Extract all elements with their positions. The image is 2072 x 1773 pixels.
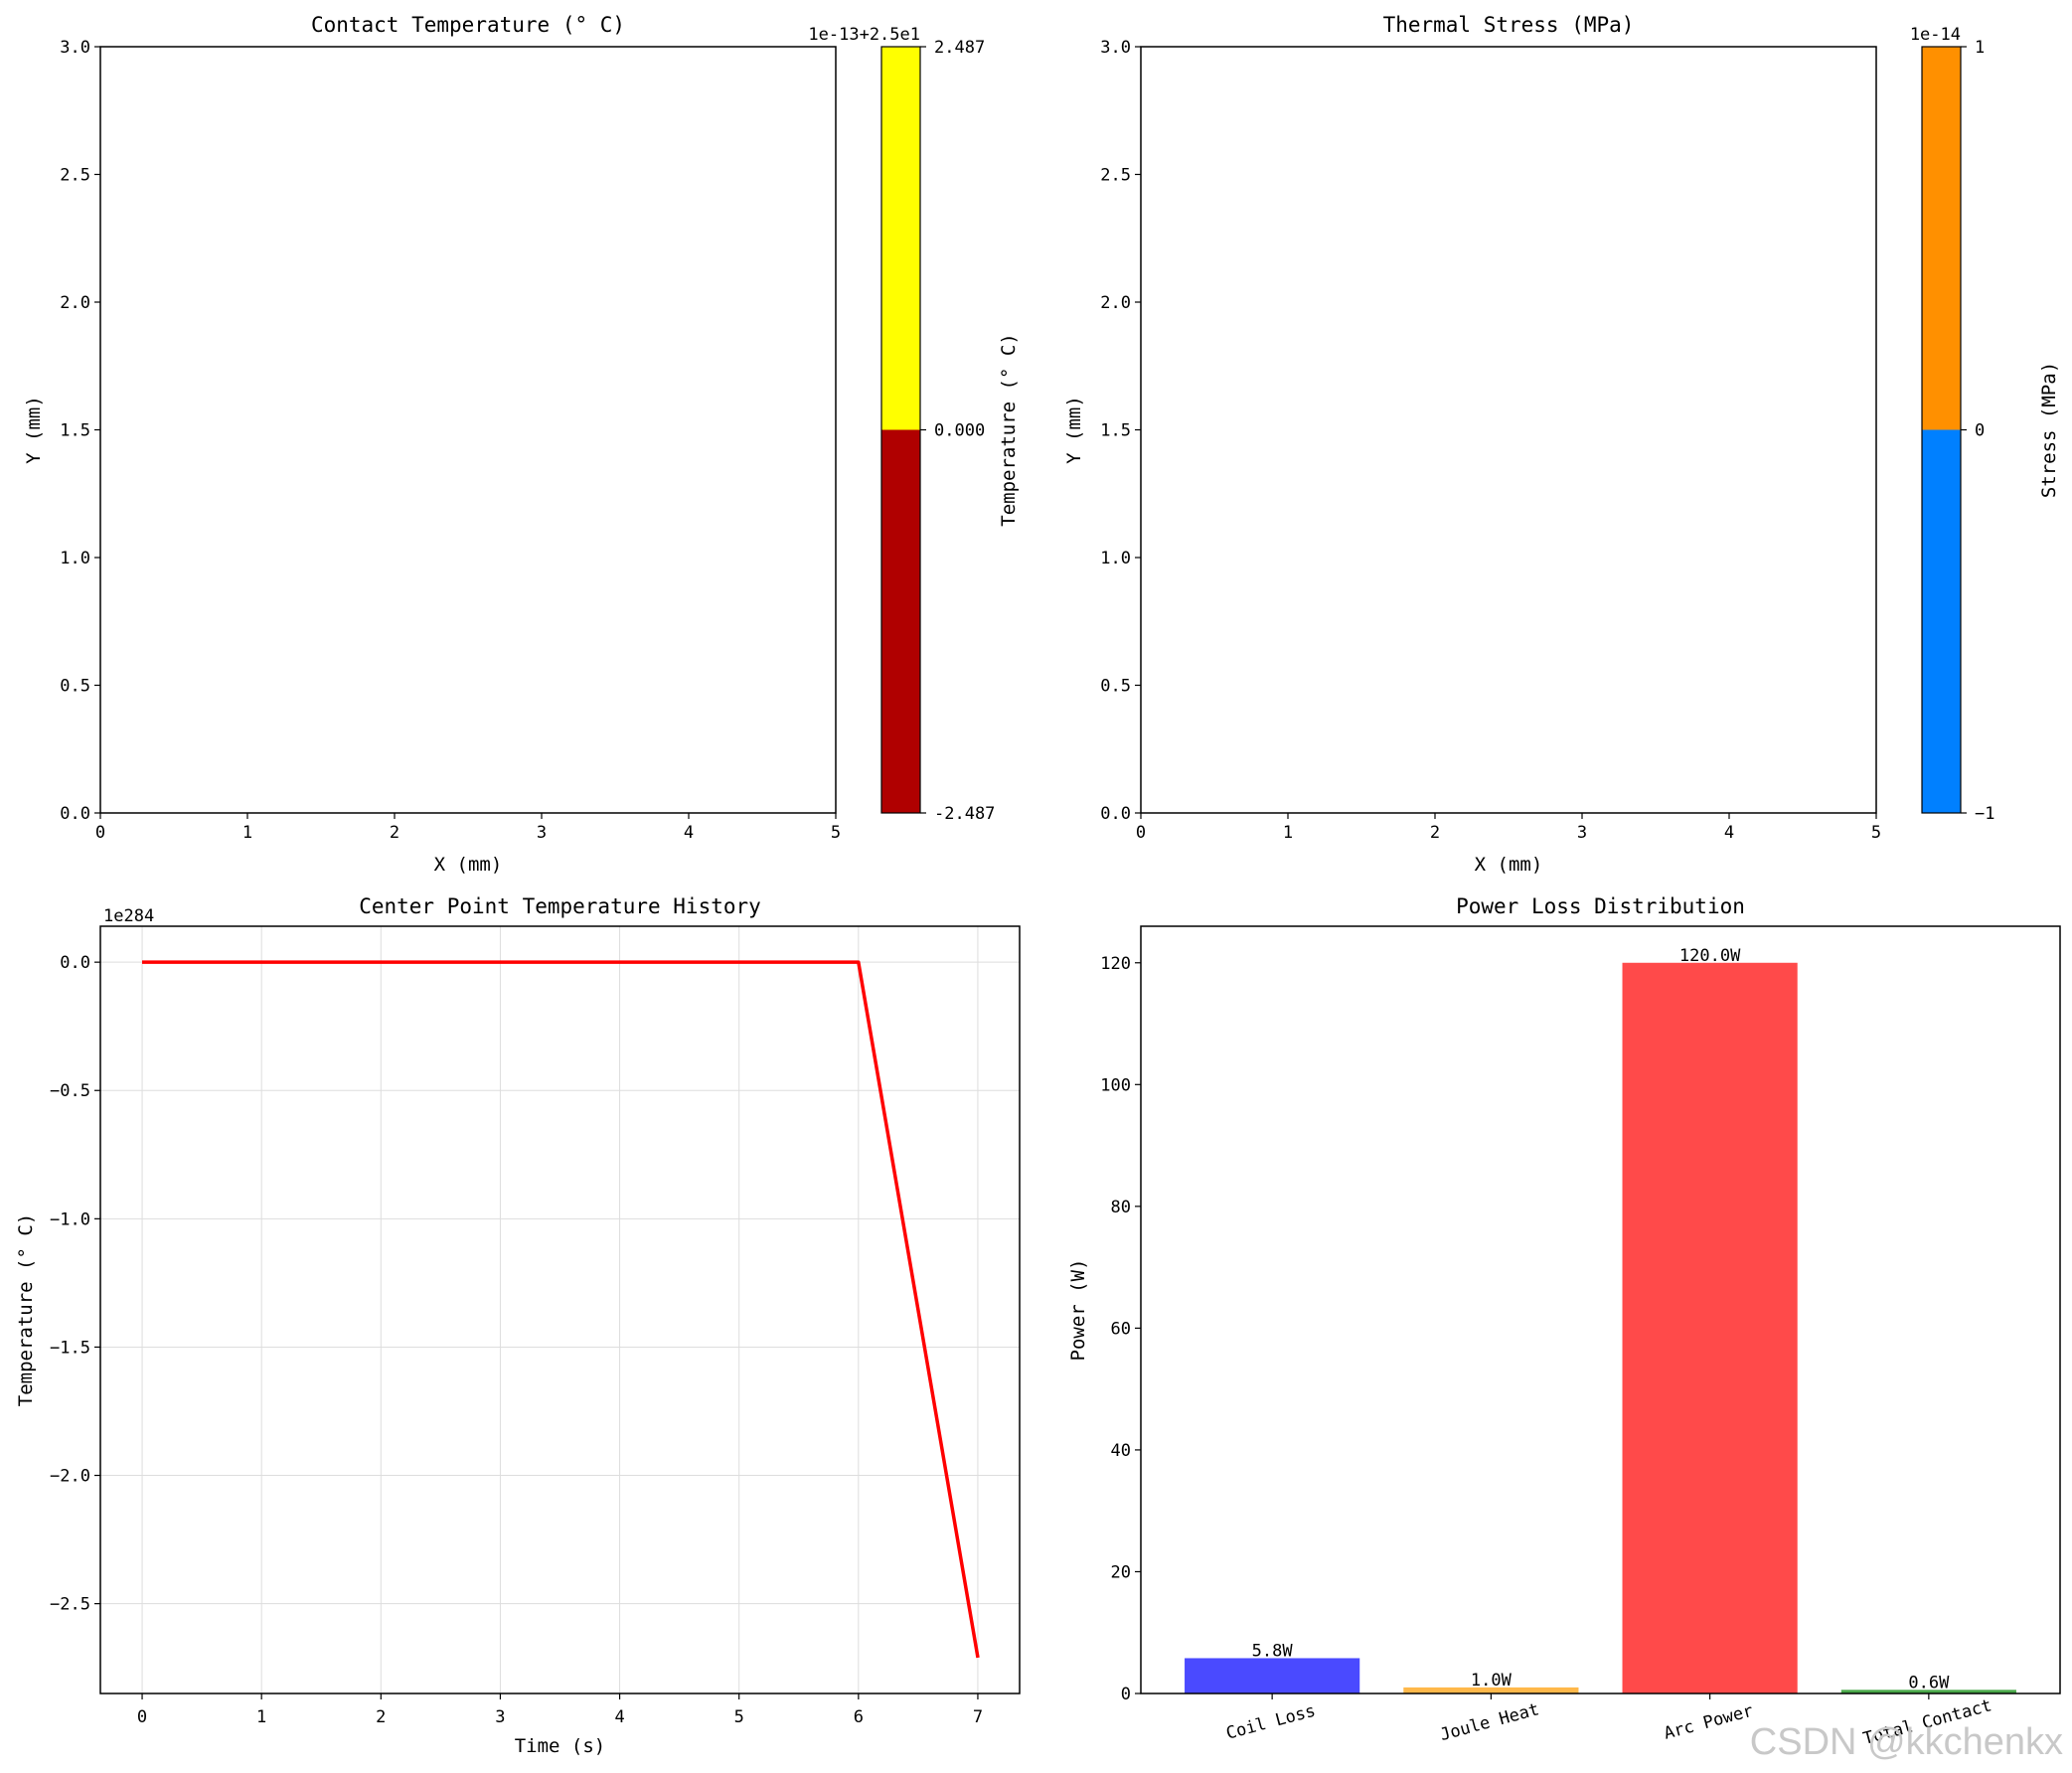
x-tick-label: 0 (137, 1707, 147, 1727)
x-tick-label: 5 (734, 1707, 744, 1727)
x-tick-label: 3 (495, 1707, 505, 1727)
bar (1622, 962, 1798, 1693)
y-offset-text: 1e284 (103, 906, 154, 926)
x-tick-label: 4 (614, 1707, 624, 1727)
bar (1403, 1687, 1579, 1693)
colorbar-label: Stress (MPa) (2038, 362, 2060, 498)
y-tick-label: 20 (1111, 1562, 1131, 1582)
x-tick-label: 1 (242, 823, 252, 843)
y-tick-label: 60 (1111, 1319, 1131, 1339)
x-axis-label: Time (s) (515, 1735, 606, 1757)
y-tick-label: 0.0 (1100, 804, 1131, 824)
y-tick-label: −1.0 (50, 1209, 90, 1229)
y-tick-label: 2.0 (60, 293, 90, 313)
colorbar-tick-label: −1 (1975, 804, 1994, 824)
x-tick-label: 5 (1871, 823, 1881, 843)
y-axis-label: Temperature (° C) (15, 1213, 37, 1406)
y-tick-label: 40 (1111, 1441, 1131, 1461)
colorbar-tick-label: 2.487 (934, 38, 985, 58)
bar-data-label: 5.8W (1252, 1641, 1294, 1661)
y-tick-label: 1.0 (1100, 549, 1131, 568)
colorbar-tick-label: 0.000 (934, 421, 985, 441)
x-axis-label: X (mm) (1475, 854, 1543, 876)
colorbar-offset-text: 1e-14 (1910, 25, 1961, 45)
y-axis-label: Power (W) (1067, 1259, 1089, 1362)
x-tick-label: 1 (1283, 823, 1293, 843)
x-tick-label: 4 (1724, 823, 1734, 843)
x-tick-label: 0 (1136, 823, 1146, 843)
y-axis-label: Y (mm) (1063, 396, 1085, 464)
y-tick-label: 3.0 (60, 38, 90, 58)
bar-data-label: 1.0W (1471, 1671, 1513, 1691)
colorbar-band (1922, 47, 1961, 430)
y-tick-label: −0.5 (50, 1081, 90, 1101)
bar (1185, 1658, 1360, 1693)
colorbar-offset-text: 1e-13+2.5e1 (808, 25, 920, 45)
colorbar-tick-label: 0 (1975, 421, 1985, 441)
x-tick-label: 3 (537, 823, 547, 843)
colorbar-band (881, 47, 920, 430)
x-tick-label: 5 (831, 823, 841, 843)
y-tick-label: 3.0 (1100, 38, 1131, 58)
y-tick-label: 2.5 (1100, 166, 1131, 186)
x-tick-label: 2 (1430, 823, 1440, 843)
colorbar-tick-label: -2.487 (934, 804, 995, 824)
x-tick-label: 4 (684, 823, 694, 843)
plot-frame (1140, 925, 2061, 1694)
y-tick-label: 0.5 (60, 677, 90, 697)
y-tick-label: 2.0 (1100, 293, 1131, 313)
y-tick-label: 1.5 (1100, 421, 1131, 441)
x-tick-label: Arc Power (1662, 1701, 1755, 1744)
colorbar-tick-label: 1 (1975, 38, 1985, 58)
temperature-line (142, 960, 980, 1659)
y-tick-label: 2.5 (60, 166, 90, 186)
x-tick-label: 7 (973, 1707, 983, 1727)
x-tick-label: 2 (376, 1707, 386, 1727)
bar (1840, 1690, 2016, 1693)
x-tick-label: 1 (256, 1707, 266, 1727)
chart-title: Thermal Stress (MPa) (1383, 13, 1635, 37)
y-tick-label: −2.0 (50, 1467, 90, 1487)
y-tick-label: 1.5 (60, 421, 90, 441)
bar-data-label: 120.0W (1679, 946, 1741, 966)
y-tick-label: 120 (1100, 954, 1131, 974)
x-tick-label: 3 (1577, 823, 1587, 843)
y-tick-label: −2.5 (50, 1595, 90, 1615)
y-tick-label: −1.5 (50, 1338, 90, 1358)
chart-title: Contact Temperature (° C) (311, 13, 625, 37)
y-axis-label: Y (mm) (23, 396, 45, 464)
y-tick-label: 0.0 (60, 804, 90, 824)
colorbar-label: Temperature (° C) (998, 333, 1020, 526)
bar-data-label: 0.6W (1908, 1673, 1950, 1692)
y-tick-label: 0.0 (60, 953, 90, 973)
chart-title: Power Loss Distribution (1456, 894, 1745, 918)
y-tick-label: 0 (1121, 1685, 1131, 1704)
y-tick-label: 80 (1111, 1198, 1131, 1217)
heatmap-area (100, 47, 836, 813)
x-tick-label: 2 (390, 823, 399, 843)
y-tick-label: 1.0 (60, 549, 90, 568)
x-tick-label: 6 (854, 1707, 864, 1727)
colorbar-band (881, 429, 920, 813)
colorbar-band (1922, 429, 1961, 813)
x-tick-label: 0 (95, 823, 105, 843)
y-tick-label: 0.5 (1100, 677, 1131, 697)
y-tick-label: 100 (1100, 1075, 1131, 1095)
watermark: CSDN @kkchenkx (1750, 1721, 2063, 1763)
x-axis-label: X (mm) (434, 854, 503, 876)
chart-title: Center Point Temperature History (359, 894, 761, 918)
x-tick-label: Joule Heat (1438, 1699, 1541, 1745)
plot-frame (99, 925, 1021, 1694)
heatmap-area (1141, 47, 1876, 813)
x-tick-label: Coil Loss (1224, 1701, 1318, 1744)
